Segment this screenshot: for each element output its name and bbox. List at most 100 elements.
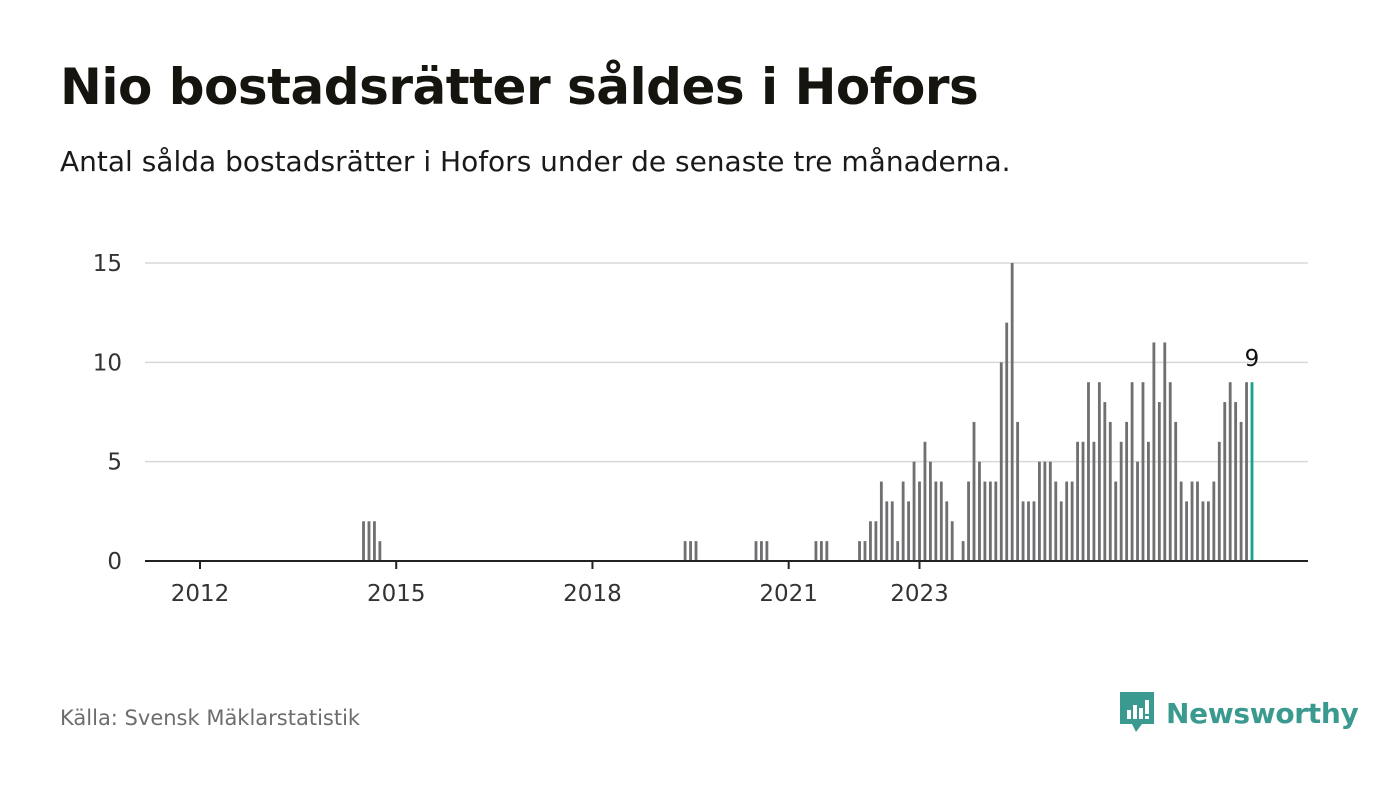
bar [367, 521, 371, 561]
bar [1108, 421, 1112, 561]
bar [1190, 481, 1194, 561]
bar [1005, 322, 1009, 561]
bar [863, 541, 867, 561]
bar [1217, 441, 1221, 561]
bar [934, 481, 938, 561]
bar [1119, 441, 1123, 561]
bar [1141, 382, 1145, 561]
bar [373, 521, 376, 561]
x-tick-label: 2023 [890, 581, 949, 607]
bar [1228, 382, 1232, 561]
bar [1065, 481, 1069, 561]
bar [1239, 421, 1243, 561]
bar [939, 481, 943, 561]
bar [1212, 481, 1216, 561]
bar [683, 541, 687, 561]
bar [994, 481, 998, 561]
bar [1152, 342, 1156, 561]
bar [819, 541, 823, 561]
x-tick-label: 2015 [367, 581, 426, 607]
bar [825, 541, 829, 561]
bar [972, 421, 976, 561]
bar [1174, 421, 1178, 561]
bar [945, 501, 949, 561]
bar [923, 441, 927, 561]
x-tick-label: 2012 [171, 581, 230, 607]
bar [1032, 501, 1036, 561]
bar [1021, 501, 1025, 561]
bar [967, 481, 970, 561]
y-tick-label: 15 [93, 251, 122, 277]
bar [1087, 382, 1090, 561]
bar [1081, 441, 1085, 561]
bar [362, 521, 365, 561]
bar [983, 481, 987, 561]
highlight-value-label: 9 [1245, 346, 1260, 372]
bar [1097, 382, 1101, 561]
bar [978, 461, 981, 561]
source-note: Källa: Svensk Mäklarstatistik [60, 706, 361, 730]
bar [950, 521, 954, 561]
bar [1010, 263, 1014, 561]
bar [901, 481, 905, 561]
bar [689, 541, 692, 561]
bar [1234, 402, 1238, 561]
bar [1076, 441, 1079, 561]
bar [765, 541, 769, 561]
bar [814, 541, 818, 561]
bar [1054, 481, 1058, 561]
bar [1016, 421, 1020, 561]
bar [1130, 382, 1134, 561]
bar [760, 541, 763, 561]
bar [885, 501, 889, 561]
bar [694, 541, 698, 561]
chart-subtitle: Antal sålda bostadsrätter i Hofors under… [60, 145, 1011, 178]
bar [1163, 342, 1167, 561]
bar [1059, 501, 1063, 561]
bar [1027, 501, 1030, 561]
bar [918, 481, 921, 561]
bar [1043, 461, 1047, 561]
bar [1125, 421, 1129, 561]
bar [928, 461, 932, 561]
y-tick-label: 0 [107, 549, 122, 575]
bar [999, 362, 1003, 561]
bar [1070, 481, 1074, 561]
bar [896, 541, 900, 561]
bar [1168, 382, 1172, 561]
bar [912, 461, 916, 561]
bar [1147, 441, 1150, 561]
bar [1185, 501, 1188, 561]
y-tick-label: 5 [107, 450, 122, 476]
bar [1092, 441, 1096, 561]
bar [874, 521, 878, 561]
bar [754, 541, 758, 561]
bar [1114, 481, 1118, 561]
bar [1136, 461, 1139, 561]
bar [1179, 481, 1183, 561]
chart-title: Nio bostadsrätter såldes i Hofors [60, 58, 979, 116]
bar [1223, 402, 1227, 561]
brand-name: Newsworthy [1166, 696, 1359, 730]
bar [378, 541, 382, 561]
y-tick-label: 10 [93, 350, 122, 376]
bar [907, 501, 911, 561]
bar [1038, 461, 1041, 561]
bar [869, 521, 872, 561]
newsworthy-logo-icon [1120, 692, 1154, 732]
bar [879, 481, 883, 561]
bar [858, 541, 861, 561]
brand-logo[interactable]: Newsworthy [1118, 690, 1359, 736]
bar [1157, 402, 1161, 561]
x-tick-label: 2021 [759, 581, 818, 607]
bar [1196, 481, 1199, 561]
bar [988, 481, 992, 561]
bar [1245, 382, 1248, 561]
bar-highlight [1250, 382, 1254, 561]
bar [1206, 501, 1210, 561]
bar [1048, 461, 1052, 561]
bar [890, 501, 894, 561]
x-tick-label: 2018 [563, 581, 622, 607]
bar [961, 541, 965, 561]
